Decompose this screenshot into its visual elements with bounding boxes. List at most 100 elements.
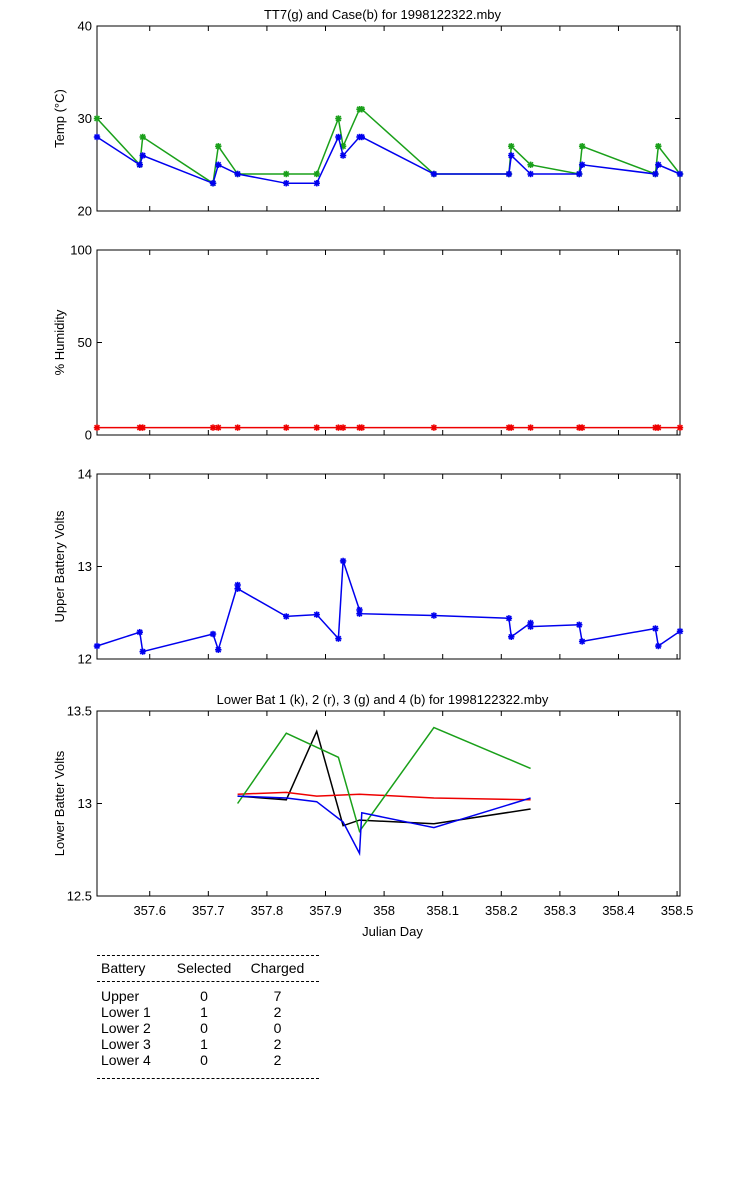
data-point-stroke xyxy=(94,424,100,431)
data-point-stroke xyxy=(430,424,437,431)
y-axis-label: Upper Battery Volts xyxy=(52,510,67,622)
data-point-stroke xyxy=(215,161,222,168)
data-point-stroke xyxy=(576,621,583,628)
data-point xyxy=(527,170,534,178)
charged-value: 2 xyxy=(273,1036,282,1052)
selected-value: 0 xyxy=(200,1052,208,1068)
data-point-stroke xyxy=(139,152,146,159)
charged-value: 2 xyxy=(273,1004,282,1020)
y-tick-label: 20 xyxy=(78,204,92,219)
data-point-stroke xyxy=(579,161,586,168)
data-point xyxy=(527,161,534,168)
data-point xyxy=(234,585,241,592)
data-point-stroke xyxy=(505,171,512,177)
data-point xyxy=(576,170,583,178)
data-point-stroke xyxy=(579,143,586,150)
plot-frame xyxy=(96,25,681,212)
chart-panel-3: 12 13 14 Upper Battery Volts xyxy=(52,467,684,667)
y-tick-label: 12.5 xyxy=(67,889,92,904)
data-point xyxy=(139,133,146,141)
data-point-stroke xyxy=(527,424,534,431)
y-tick-label: 0 xyxy=(85,428,92,443)
data-point-stroke xyxy=(215,143,222,150)
data-point-stroke xyxy=(313,424,320,431)
y-tick-label: 30 xyxy=(78,111,92,126)
table-row: Lower 3 1 2 xyxy=(97,1036,319,1052)
data-point-stroke xyxy=(210,424,216,431)
battery-name: Lower 3 xyxy=(101,1036,151,1052)
data-point xyxy=(655,424,662,431)
series-line xyxy=(237,791,531,801)
data-point-stroke xyxy=(655,143,662,150)
x-tick-label: 358.3 xyxy=(544,903,577,918)
data-point xyxy=(234,424,241,431)
data-point-stroke xyxy=(356,610,363,617)
series-3 xyxy=(236,726,531,833)
data-point xyxy=(313,170,320,178)
data-point-stroke xyxy=(579,424,586,431)
x-tick-label: 357.8 xyxy=(251,903,284,918)
data-point xyxy=(655,642,662,650)
y-tick-label: 100 xyxy=(70,243,92,258)
x-tick-label: 358.2 xyxy=(485,903,518,918)
battery-table: Battery Selected Charged Upper 0 7 Lower… xyxy=(97,955,319,1079)
y-tick-label: 14 xyxy=(78,467,92,482)
table-rule-mid xyxy=(97,981,319,982)
data-point-stroke xyxy=(340,152,347,159)
y-tick-label: 40 xyxy=(78,19,92,34)
selected-value: 1 xyxy=(200,1004,208,1020)
series-2 xyxy=(93,133,684,187)
battery-name: Lower 4 xyxy=(101,1052,151,1068)
data-point-stroke xyxy=(358,424,365,431)
data-point xyxy=(430,424,438,431)
data-point-stroke xyxy=(505,615,512,622)
data-point xyxy=(335,635,342,642)
table-rule-top xyxy=(97,955,319,956)
data-point xyxy=(576,621,583,628)
data-point-stroke xyxy=(94,115,100,122)
data-point-stroke xyxy=(677,628,683,635)
data-point xyxy=(209,180,217,187)
data-point xyxy=(430,170,438,178)
data-point xyxy=(508,152,515,159)
data-point xyxy=(335,424,342,431)
data-point xyxy=(505,615,513,622)
x-tick-label: 358.4 xyxy=(602,903,635,918)
chart-title: Lower Bat 1 (k), 2 (r), 3 (g) and 4 (b) … xyxy=(217,692,549,707)
data-point xyxy=(652,170,659,178)
data-point xyxy=(283,424,290,431)
y-tick-label: 13.5 xyxy=(67,704,92,719)
header-charged: Charged xyxy=(250,960,305,976)
data-point-stroke xyxy=(527,623,534,630)
header-battery: Battery xyxy=(101,960,146,976)
data-point-stroke xyxy=(508,424,515,431)
data-point xyxy=(578,161,586,168)
data-point-stroke xyxy=(313,611,320,618)
data-point xyxy=(335,133,342,141)
data-point-stroke xyxy=(313,180,320,187)
data-point-stroke xyxy=(340,424,347,431)
data-point xyxy=(215,143,222,150)
data-point xyxy=(93,115,101,122)
charged-value: 7 xyxy=(273,988,282,1004)
data-point-stroke xyxy=(335,115,342,122)
data-point xyxy=(358,424,366,431)
data-point xyxy=(358,106,366,113)
data-point-stroke xyxy=(234,585,241,592)
series-1 xyxy=(93,424,684,431)
data-point xyxy=(93,133,101,141)
data-point-stroke xyxy=(652,171,659,177)
data-point xyxy=(676,628,684,635)
series-4 xyxy=(237,795,531,857)
chart-title: TT7(g) and Case(b) for 1998122322.mby xyxy=(264,7,502,22)
data-point-stroke xyxy=(210,631,216,637)
data-point xyxy=(209,630,217,638)
data-point-stroke xyxy=(234,424,241,431)
data-point xyxy=(508,424,515,431)
data-point-stroke xyxy=(215,424,222,431)
data-point-stroke xyxy=(652,625,659,632)
data-point xyxy=(139,152,146,159)
data-point-stroke xyxy=(358,134,365,140)
series-2 xyxy=(237,791,531,801)
chart-panel-1: 20 30 40 TT7(g) and Case(b) for 1998122322.… xyxy=(52,7,684,219)
